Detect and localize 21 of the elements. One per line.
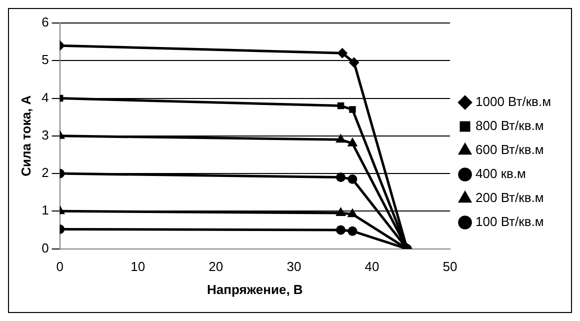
y-tick-label: 4 [42,90,49,105]
y-tick-label: 1 [42,202,49,218]
legend-label: 100 Вт/кв.м [476,214,544,230]
x-tick-label: 10 [130,259,146,274]
y-tick-label: 2 [42,165,49,180]
legend-label: 400 кв.м [476,166,526,182]
legend-label: 600 Вт/кв.м [476,142,544,158]
x-tick-label: 0 [56,259,64,274]
legend-label: 800 Вт/кв.м [476,118,544,134]
y-tick-label: 3 [42,127,49,142]
x-tick-label: 40 [364,259,380,274]
legend-label: 200 Вт/кв.м [476,190,544,206]
y-tick-label: 0 [42,240,49,256]
x-tick-label: 30 [286,259,302,274]
x-tick-label: 50 [442,259,458,274]
x-axis-title: Напряжение, В [207,282,303,297]
y-tick-label: 5 [42,52,49,68]
x-tick-label: 20 [208,259,224,274]
legend-label: 1000 Вт/кв.м [476,94,552,110]
y-tick-label: 6 [42,14,49,30]
y-axis-title: Сила тока, А [18,94,34,176]
